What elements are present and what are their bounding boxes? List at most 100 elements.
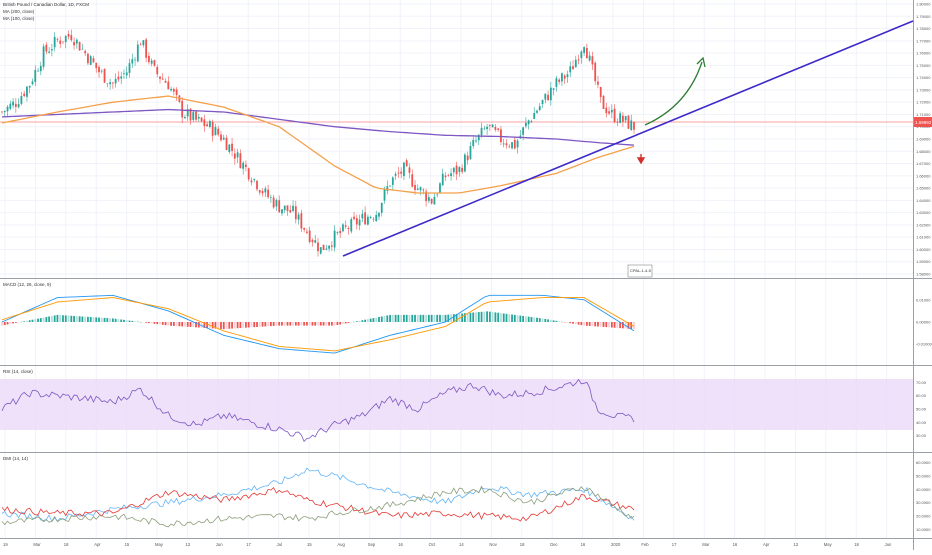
candle-body[interactable]	[226, 138, 228, 150]
macd-histogram-bar[interactable]	[392, 315, 394, 322]
macd-histogram-bar[interactable]	[425, 315, 427, 322]
macd-histogram-bar[interactable]	[417, 315, 419, 322]
candle-body[interactable]	[40, 66, 42, 71]
candle-body[interactable]	[1, 112, 3, 113]
macd-histogram-bar[interactable]	[489, 312, 491, 322]
macd-histogram-bar[interactable]	[600, 322, 602, 327]
macd-histogram-bar[interactable]	[622, 322, 624, 328]
macd-histogram-bar[interactable]	[492, 312, 494, 322]
candle-body[interactable]	[456, 166, 458, 175]
candle-body[interactable]	[547, 95, 549, 100]
candle-body[interactable]	[611, 110, 613, 113]
macd-histogram-bar[interactable]	[467, 313, 469, 322]
macd-histogram-bar[interactable]	[126, 320, 128, 322]
candle-body[interactable]	[450, 173, 452, 176]
macd-histogram-bar[interactable]	[614, 322, 616, 328]
candle-body[interactable]	[34, 70, 36, 82]
candle-body[interactable]	[212, 122, 214, 136]
macd-histogram-bar[interactable]	[179, 322, 181, 326]
macd-histogram-bar[interactable]	[583, 322, 585, 326]
macd-histogram-bar[interactable]	[508, 314, 510, 322]
macd-histogram-bar[interactable]	[248, 322, 250, 328]
macd-histogram-bar[interactable]	[95, 317, 97, 322]
candle-body[interactable]	[145, 39, 147, 57]
candle-body[interactable]	[79, 42, 81, 51]
candle-body[interactable]	[284, 206, 286, 210]
macd-histogram-bar[interactable]	[76, 316, 78, 322]
macd-histogram-bar[interactable]	[586, 322, 588, 326]
candle-body[interactable]	[553, 88, 555, 89]
macd-histogram-bar[interactable]	[431, 315, 433, 322]
candle-body[interactable]	[622, 116, 624, 122]
macd-histogram-bar[interactable]	[406, 315, 408, 322]
candle-body[interactable]	[486, 127, 488, 129]
candle-body[interactable]	[48, 52, 50, 53]
candle-body[interactable]	[109, 82, 111, 84]
candle-body[interactable]	[23, 94, 25, 96]
macd-histogram-bar[interactable]	[531, 317, 533, 322]
candle-body[interactable]	[586, 48, 588, 58]
macd-histogram-bar[interactable]	[9, 322, 11, 324]
macd-histogram-bar[interactable]	[68, 316, 70, 322]
candle-body[interactable]	[262, 191, 264, 193]
candle-body[interactable]	[159, 76, 161, 78]
macd-histogram-bar[interactable]	[231, 322, 233, 329]
macd-histogram-bar[interactable]	[284, 322, 286, 326]
candle-body[interactable]	[298, 215, 300, 220]
candle-body[interactable]	[309, 230, 311, 242]
candle-body[interactable]	[45, 45, 47, 52]
macd-histogram-bar[interactable]	[4, 322, 6, 325]
candle-body[interactable]	[300, 213, 302, 228]
candle-body[interactable]	[470, 146, 472, 159]
macd-histogram-bar[interactable]	[367, 319, 369, 322]
macd-histogram-bar[interactable]	[384, 316, 386, 322]
candle-body[interactable]	[384, 189, 386, 200]
macd-histogram-bar[interactable]	[106, 318, 108, 322]
macd-histogram-bar[interactable]	[397, 315, 399, 322]
candle-body[interactable]	[531, 121, 533, 122]
macd-histogram-bar[interactable]	[522, 316, 524, 322]
macd-histogram-bar[interactable]	[356, 321, 358, 322]
macd-histogram-bar[interactable]	[544, 319, 546, 322]
candle-body[interactable]	[434, 197, 436, 205]
candle-body[interactable]	[156, 67, 158, 74]
macd-histogram-bar[interactable]	[539, 318, 541, 322]
macd-histogram-bar[interactable]	[589, 322, 591, 326]
macd-histogram-bar[interactable]	[337, 322, 339, 325]
candle-body[interactable]	[542, 100, 544, 104]
macd-histogram-bar[interactable]	[281, 322, 283, 326]
candle-body[interactable]	[253, 179, 255, 180]
candle-body[interactable]	[154, 60, 156, 66]
macd-histogram-bar[interactable]	[558, 321, 560, 322]
macd-histogram-bar[interactable]	[517, 315, 519, 322]
candle-body[interactable]	[580, 52, 582, 59]
macd-histogram-bar[interactable]	[298, 322, 300, 326]
macd-histogram-bar[interactable]	[145, 322, 147, 323]
macd-histogram-bar[interactable]	[314, 322, 316, 326]
macd-histogram-bar[interactable]	[51, 316, 53, 322]
candle-body[interactable]	[361, 214, 363, 219]
macd-histogram-bar[interactable]	[115, 319, 117, 322]
macd-histogram-bar[interactable]	[386, 315, 388, 322]
candle-body[interactable]	[317, 243, 319, 252]
candle-body[interactable]	[142, 40, 144, 45]
candle-body[interactable]	[26, 87, 28, 97]
candle-body[interactable]	[392, 177, 394, 184]
candle-body[interactable]	[616, 122, 618, 123]
macd-histogram-bar[interactable]	[323, 322, 325, 326]
macd-histogram-bar[interactable]	[259, 322, 261, 327]
candle-body[interactable]	[353, 217, 355, 219]
candle-body[interactable]	[464, 155, 466, 172]
macd-histogram-bar[interactable]	[159, 322, 161, 324]
macd-histogram-bar[interactable]	[253, 322, 255, 327]
candle-body[interactable]	[281, 209, 283, 213]
candle-body[interactable]	[167, 82, 169, 90]
macd-histogram-bar[interactable]	[420, 315, 422, 322]
macd-histogram-bar[interactable]	[500, 313, 502, 322]
macd-histogram-bar[interactable]	[43, 318, 45, 322]
candle-body[interactable]	[287, 205, 289, 211]
macd-histogram-bar[interactable]	[176, 322, 178, 326]
macd-histogram-bar[interactable]	[592, 322, 594, 326]
candle-body[interactable]	[173, 89, 175, 92]
candle-body[interactable]	[12, 102, 14, 106]
